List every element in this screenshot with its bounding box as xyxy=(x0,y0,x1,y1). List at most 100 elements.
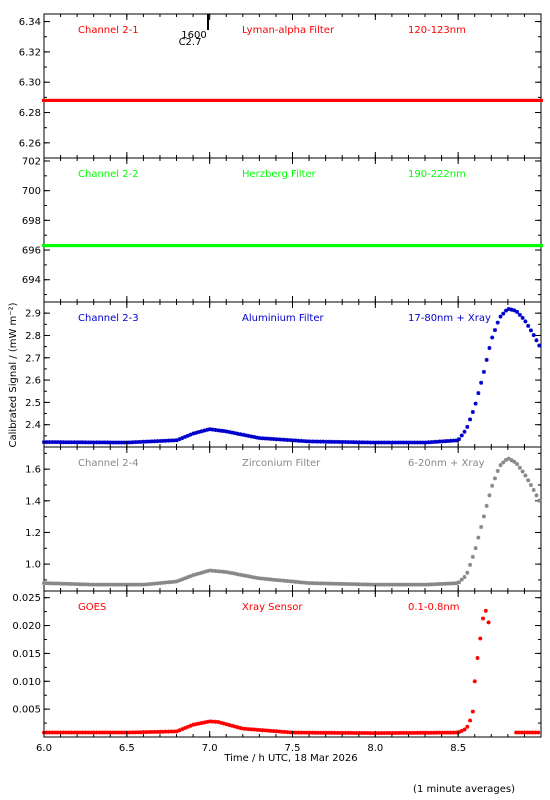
data-point xyxy=(299,730,304,735)
data-point xyxy=(335,730,340,735)
data-point xyxy=(55,581,60,586)
data-point xyxy=(365,440,370,445)
data-point xyxy=(147,582,152,587)
data-point xyxy=(385,582,390,587)
data-point xyxy=(255,727,260,732)
data-point xyxy=(313,581,318,586)
panel-filter-label: Herzberg Filter xyxy=(242,169,317,180)
data-point xyxy=(102,582,107,587)
data-point xyxy=(465,570,470,575)
data-point xyxy=(180,435,185,440)
data-point xyxy=(390,440,395,445)
data-point xyxy=(396,730,401,735)
data-point xyxy=(232,724,237,729)
data-point xyxy=(116,582,121,587)
data-point xyxy=(266,728,271,733)
data-point xyxy=(141,439,146,444)
data-point xyxy=(89,582,94,587)
data-point xyxy=(232,431,237,436)
data-point xyxy=(166,580,171,585)
data-point xyxy=(172,729,177,734)
y-tick-label: 1.6 xyxy=(25,465,41,476)
data-point xyxy=(432,439,437,444)
data-point xyxy=(53,581,58,586)
panel-1: 6.26 6.28 6.30 6.32 6.34 Channel 2-1 Lyman-alp… xyxy=(19,13,543,159)
data-point xyxy=(515,309,520,314)
data-point xyxy=(462,575,467,580)
data-point xyxy=(454,438,459,443)
data-point xyxy=(169,580,174,585)
data-point xyxy=(163,729,168,734)
data-point xyxy=(443,581,448,586)
data-point xyxy=(136,730,141,735)
data-point xyxy=(468,562,473,567)
data-point xyxy=(224,570,229,575)
data-point xyxy=(479,525,484,530)
y-tick-label: 2.9 xyxy=(25,309,41,320)
data-point xyxy=(257,576,262,581)
data-point xyxy=(437,730,442,735)
data-point xyxy=(492,328,497,333)
data-point xyxy=(47,440,52,445)
data-point xyxy=(183,434,188,439)
y-tick-label: 0.020 xyxy=(12,621,41,632)
data-point xyxy=(75,440,80,445)
data-point xyxy=(440,439,445,444)
data-point xyxy=(498,463,503,468)
data-point xyxy=(285,730,290,735)
data-point xyxy=(310,730,315,735)
data-point xyxy=(216,569,221,574)
data-point xyxy=(456,730,461,735)
data-point xyxy=(213,568,218,573)
data-point xyxy=(398,440,403,445)
data-point xyxy=(86,730,91,735)
data-series xyxy=(42,456,542,587)
data-point xyxy=(304,730,309,735)
data-point xyxy=(210,427,215,432)
y-tick-label: 2.7 xyxy=(25,353,41,364)
data-point xyxy=(387,582,392,587)
data-point xyxy=(243,433,248,438)
data-point xyxy=(393,440,398,445)
panel-band-label: 0.1-0.8nm xyxy=(408,602,460,613)
data-point xyxy=(475,656,480,661)
data-point xyxy=(349,730,354,735)
data-point xyxy=(72,730,77,735)
data-point xyxy=(86,440,91,445)
data-point xyxy=(468,718,473,723)
data-point xyxy=(426,730,431,735)
data-point xyxy=(202,428,207,433)
data-point xyxy=(423,730,428,735)
data-point xyxy=(335,439,340,444)
data-point xyxy=(94,582,99,587)
data-point xyxy=(527,730,532,735)
data-point xyxy=(266,436,271,441)
panel-channel-label: GOES xyxy=(78,602,106,613)
data-point xyxy=(80,730,85,735)
data-point xyxy=(440,581,445,586)
data-point xyxy=(210,719,215,724)
data-point xyxy=(434,439,439,444)
data-point xyxy=(351,730,356,735)
data-point xyxy=(138,730,143,735)
data-point xyxy=(415,440,420,445)
data-point xyxy=(160,580,165,585)
data-point xyxy=(473,401,478,406)
y-tick-label: 702 xyxy=(22,156,41,167)
data-point xyxy=(166,438,171,443)
data-point xyxy=(282,578,287,583)
data-point xyxy=(498,314,503,319)
data-point xyxy=(530,730,535,735)
data-point xyxy=(279,578,284,583)
data-point xyxy=(72,440,77,445)
data-point xyxy=(91,582,96,587)
data-point xyxy=(174,579,179,584)
data-point xyxy=(536,730,541,735)
data-point xyxy=(354,582,359,587)
data-point xyxy=(448,581,453,586)
data-point xyxy=(249,434,254,439)
data-point xyxy=(53,730,58,735)
y-tick-label: 6.30 xyxy=(19,78,41,89)
data-point xyxy=(282,437,287,442)
data-point xyxy=(481,616,486,621)
